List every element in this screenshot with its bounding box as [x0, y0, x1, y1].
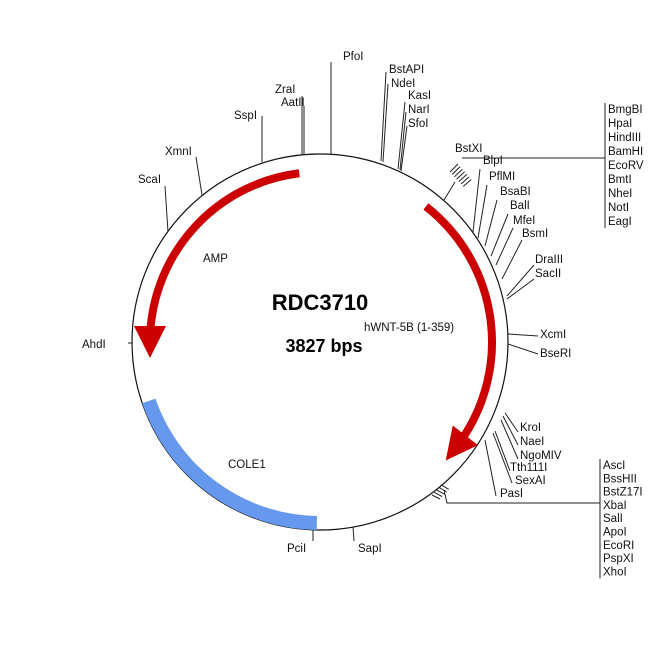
insert-label: hWNT-5B (1-359): [364, 322, 454, 334]
amp-arrow: [134, 169, 300, 358]
site-leader-kasi: [397, 101, 406, 170]
site-label-mfei[interactable]: MfeI: [513, 215, 535, 227]
site-leader-bali: [490, 213, 509, 257]
backbone-circle: [131, 153, 509, 531]
site-leader-sexai: [492, 432, 513, 484]
site-label-naei[interactable]: NaeI: [520, 436, 544, 448]
plasmid-name: RDC3710: [272, 290, 369, 315]
site-label-bstxi[interactable]: BstXI: [455, 143, 482, 155]
site-label-xmni[interactable]: XmnI: [165, 146, 192, 158]
site-label-pcii[interactable]: PciI: [287, 543, 306, 555]
cluster-top-tick: [449, 163, 459, 173]
site-label-bsmi[interactable]: BsmI: [522, 228, 548, 240]
site-label-zrai[interactable]: ZraI: [275, 84, 295, 96]
site-label-bmgbi[interactable]: BmgBI: [608, 104, 643, 116]
cluster-top-tick: [460, 176, 470, 185]
site-leader-bstxi: [443, 181, 456, 201]
site-leader-draiii: [506, 264, 535, 297]
site-leader-naei: [502, 415, 519, 446]
site-leader-pasi: [484, 439, 497, 497]
site-leader-bsabi: [484, 199, 498, 247]
site-label-nhei[interactable]: NheI: [608, 188, 632, 200]
cluster-top-tick: [451, 166, 461, 175]
site-label-apoi[interactable]: ApoI: [603, 527, 627, 539]
site-label-bstapi[interactable]: BstAPI: [389, 64, 424, 76]
site-label-bsshii[interactable]: BssHII: [603, 473, 637, 485]
site-label-scai[interactable]: ScaI: [138, 174, 161, 186]
site-leader-sacii: [506, 278, 535, 300]
cluster-top-tick: [456, 171, 465, 180]
plasmid-size: 3827 bps: [285, 336, 362, 356]
cluster-bottom-tick: [436, 489, 445, 495]
site-leader-scai: [164, 185, 169, 233]
site-label-sfoi[interactable]: SfoI: [408, 118, 428, 130]
site-label-bamhi[interactable]: BamHI: [608, 146, 643, 158]
cluster-bottom-tick: [440, 484, 450, 490]
ori-feature: [142, 398, 317, 530]
site-leader-ngomiv: [500, 419, 519, 460]
site-label-asci[interactable]: AscI: [603, 460, 625, 472]
ori-label: COLE1: [228, 459, 266, 471]
site-label-pfoi[interactable]: PfoI: [343, 51, 363, 63]
site-label-tth111i[interactable]: Tth111I: [510, 462, 547, 474]
site-leader-xmni: [195, 156, 203, 196]
site-leader-xcmi: [507, 333, 539, 337]
site-label-bmti[interactable]: BmtI: [608, 174, 632, 186]
site-leader-kroi: [504, 412, 519, 433]
site-leader-tth111i: [494, 430, 511, 472]
site-label-draiii[interactable]: DraIII: [535, 254, 563, 266]
cluster-bottom-tick: [431, 494, 441, 500]
cluster-bottom-leader: [443, 489, 600, 504]
cluster-top-tick: [462, 179, 472, 187]
site-label-ecorv[interactable]: EcoRV: [608, 160, 644, 172]
site-leader-ndei: [382, 83, 389, 163]
site-label-bstz17i[interactable]: BstZ17I: [603, 487, 643, 499]
site-label-aatii[interactable]: AatII: [281, 97, 305, 109]
site-label-kasi[interactable]: KasI: [408, 90, 431, 102]
site-label-ndei[interactable]: NdeI: [391, 78, 415, 90]
site-label-sacii[interactable]: SacII: [535, 268, 561, 280]
cluster-top-tick: [454, 168, 463, 178]
site-label-hpai[interactable]: HpaI: [608, 118, 632, 130]
site-leader-nari: [399, 111, 407, 171]
site-label-ecori[interactable]: EcoRI: [603, 540, 634, 552]
cluster-top-tick: [458, 174, 468, 182]
site-label-blpi[interactable]: BlpI: [483, 155, 503, 167]
site-label-pflmi[interactable]: PflMI: [489, 171, 515, 183]
site-label-pspxi[interactable]: PspXI: [603, 553, 634, 565]
cluster-bottom-tick: [433, 491, 443, 498]
site-label-sexai[interactable]: SexAI: [515, 475, 546, 487]
site-label-sspi[interactable]: SspI: [234, 110, 257, 122]
site-label-pasi[interactable]: PasI: [500, 488, 523, 500]
site-label-nari[interactable]: NarI: [408, 104, 430, 116]
site-label-xhoi[interactable]: XhoI: [603, 566, 627, 578]
site-leader-pflmi: [477, 184, 488, 239]
site-leader-sfoi: [400, 125, 408, 172]
site-label-noti[interactable]: NotI: [608, 202, 629, 214]
site-label-eagi[interactable]: EagI: [608, 216, 632, 228]
site-leader-bstapi: [380, 71, 387, 162]
site-leader-mfei: [495, 227, 514, 266]
site-label-hindiii[interactable]: HindIII: [608, 132, 641, 144]
site-leader-blpi: [472, 168, 481, 233]
site-label-sapi[interactable]: SapI: [358, 543, 382, 555]
site-label-sali[interactable]: SalI: [603, 513, 623, 525]
amp-label: AMP: [203, 253, 228, 265]
site-label-xbai[interactable]: XbaI: [603, 500, 627, 512]
site-label-bsabi[interactable]: BsaBI: [500, 186, 531, 198]
cluster-bottom-tick: [438, 486, 447, 493]
site-leader-bsmi: [501, 239, 523, 280]
site-label-kroi[interactable]: KroI: [520, 422, 541, 434]
site-label-bseri[interactable]: BseRI: [540, 348, 571, 360]
site-label-ngomiv[interactable]: NgoMIV: [520, 450, 562, 462]
site-label-ahdi[interactable]: AhdI: [82, 339, 106, 351]
site-label-bali[interactable]: BalI: [510, 200, 530, 212]
insert-arrow: [423, 203, 496, 461]
site-leader-sapi: [352, 526, 355, 542]
site-label-xcmi[interactable]: XcmI: [540, 329, 566, 341]
site-leader-bseri: [507, 343, 539, 355]
